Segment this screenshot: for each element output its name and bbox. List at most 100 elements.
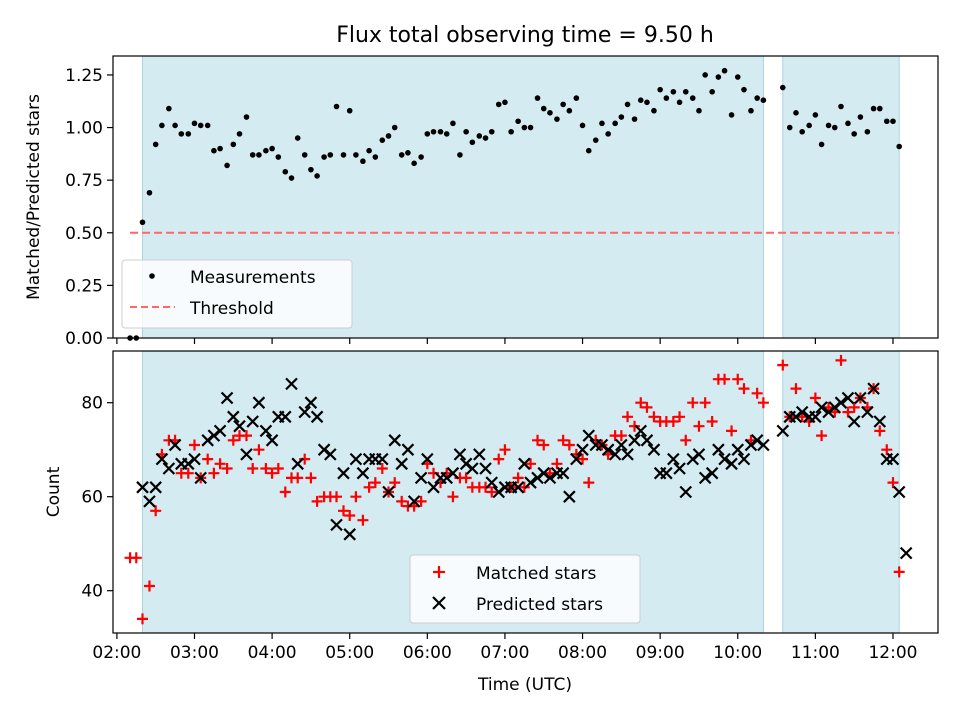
- matched-star-point: [182, 467, 194, 479]
- measurement-point: [876, 105, 883, 112]
- measurement-point: [585, 147, 592, 154]
- measurement-point: [760, 97, 767, 103]
- legend-matched-marker: [433, 566, 445, 578]
- measurement-point: [191, 120, 198, 127]
- matched-star-point: [641, 401, 653, 413]
- measurement-point: [476, 133, 483, 139]
- matched-star-point: [221, 463, 233, 474]
- matched-star-point: [188, 439, 200, 451]
- predicted-star-point: [731, 443, 745, 456]
- measurement-point: [540, 105, 547, 112]
- measurement-point: [845, 120, 851, 127]
- measurement-point: [554, 116, 560, 122]
- measurement-point: [592, 137, 599, 143]
- x-tick-label: 10:00: [713, 643, 762, 663]
- matched-star-point: [757, 397, 769, 409]
- predicted-star-point: [330, 518, 343, 532]
- measurement-point: [689, 95, 696, 101]
- matched-star-point: [240, 430, 252, 442]
- measurement-point: [637, 97, 644, 103]
- measurement-point: [495, 101, 502, 108]
- matched-stars-series: [124, 354, 905, 625]
- matched-star-point: [577, 453, 589, 465]
- predicted-star-point: [841, 391, 855, 405]
- matched-star-point: [389, 477, 401, 489]
- matched-star-point: [136, 613, 148, 625]
- predicted-star-point: [718, 452, 731, 466]
- matched-star-point: [460, 472, 472, 484]
- x-tick-label: 03:00: [170, 643, 219, 663]
- x-tick-label: 04:00: [248, 643, 297, 663]
- measurement-point: [890, 118, 896, 125]
- predicted-star-point: [453, 448, 467, 461]
- matched-star-point: [635, 397, 647, 409]
- predicted-star-point: [867, 382, 880, 395]
- x-tick-label: 08:00: [558, 643, 607, 663]
- chart-title: Flux total observing time = 9.50 h: [336, 23, 714, 48]
- legend-measurements-label: Measurements: [190, 268, 316, 288]
- predicted-stars-series: [136, 377, 913, 560]
- matched-star-point: [557, 434, 569, 446]
- predicted-star-point: [757, 438, 770, 452]
- measurement-point: [624, 101, 631, 108]
- measurement-point: [806, 122, 812, 129]
- matched-star-point: [887, 477, 899, 489]
- measurement-point: [818, 141, 825, 148]
- matched-star-point: [260, 463, 272, 474]
- measurement-point: [573, 95, 580, 101]
- matched-star-point: [726, 425, 738, 437]
- predicted-star-point: [692, 448, 706, 461]
- measurement-point: [547, 110, 553, 116]
- predicted-star-point: [246, 415, 259, 428]
- predicted-star-point: [446, 466, 460, 480]
- predicted-star-point: [795, 405, 809, 419]
- shaded-interval: [782, 350, 900, 634]
- measurement-point: [870, 105, 877, 112]
- measurement-point: [146, 189, 153, 196]
- measurement-point: [178, 131, 185, 137]
- predicted-star-point: [149, 481, 162, 494]
- predicted-star-point: [647, 443, 661, 456]
- matched-star-point: [874, 425, 886, 437]
- measurement-point: [527, 124, 534, 131]
- matched-star-point: [583, 477, 595, 489]
- measurement-point: [366, 147, 372, 154]
- predicted-star-point: [376, 452, 389, 466]
- matched-star-point: [311, 495, 323, 507]
- predicted-star-point: [725, 457, 738, 471]
- predicted-star-point: [563, 490, 576, 503]
- measurement-point: [360, 158, 366, 165]
- predicted-star-point: [861, 405, 874, 419]
- predicted-star-point: [834, 396, 848, 409]
- predicted-star-point: [524, 476, 537, 489]
- measurement-point: [211, 147, 217, 154]
- matched-star-point: [130, 552, 142, 564]
- predicted-star-point: [227, 410, 240, 424]
- measurement-point: [294, 135, 301, 141]
- matched-star-point: [202, 453, 214, 465]
- predicted-star-point: [194, 471, 207, 485]
- predicted-star-point: [518, 457, 531, 471]
- predicted-star-point: [407, 495, 421, 508]
- measurement-point: [197, 122, 204, 129]
- matched-star-point: [693, 420, 705, 432]
- measurement-point: [159, 122, 165, 129]
- matched-star-point: [893, 566, 905, 578]
- x-tick-label: 09:00: [636, 643, 685, 663]
- bottom-x-axis-ticks: 02:00 03:00 04:00 05:00 06:00 07:00 08:00 09:00…: [92, 633, 917, 663]
- legend-matched-label: Matched stars: [476, 564, 596, 584]
- matched-star-point: [305, 472, 317, 484]
- predicted-star-point: [279, 410, 292, 424]
- matched-star-point: [499, 444, 511, 456]
- measurement-point: [883, 118, 890, 125]
- matched-star-point: [842, 406, 854, 418]
- matched-star-point: [551, 458, 563, 470]
- measurement-point: [754, 95, 760, 101]
- matched-star-point: [344, 510, 356, 521]
- predicted-star-point: [291, 457, 304, 471]
- bottom-y-axis-ticks: 40 60 80: [81, 394, 113, 602]
- measurement-point: [346, 107, 353, 114]
- y-tick-label: 0.25: [65, 276, 103, 296]
- measurement-point: [644, 99, 650, 106]
- predicted-star-point: [621, 448, 634, 461]
